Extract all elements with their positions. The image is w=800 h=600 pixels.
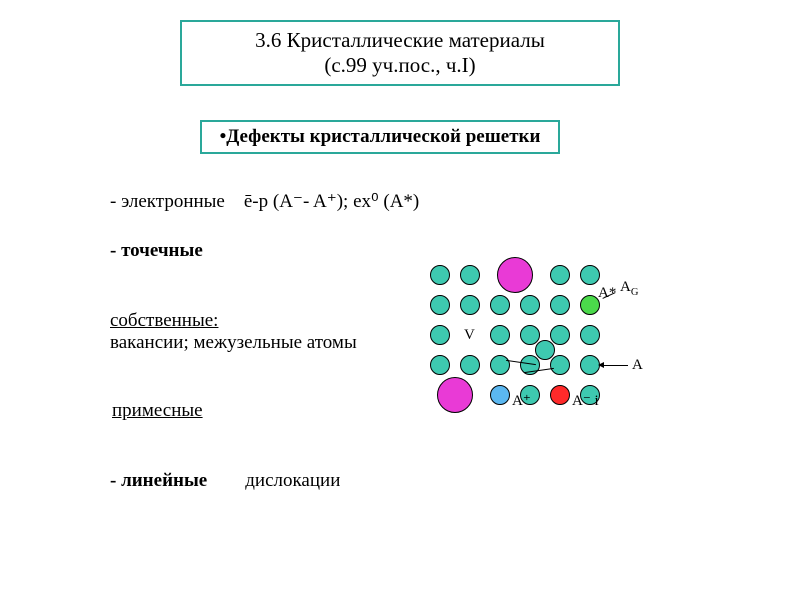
label-a-plus: A⁺ <box>512 391 531 410</box>
lattice-atom <box>490 355 510 375</box>
lattice-atom <box>490 325 510 345</box>
electronic-label: - электронные <box>110 191 225 212</box>
lattice-atom <box>430 295 450 315</box>
lattice-atom <box>520 295 540 315</box>
point-line: - точечные <box>110 240 203 262</box>
lattice-atom <box>550 325 570 345</box>
lattice-atom <box>550 265 570 285</box>
intrinsic-label: собственные: <box>110 310 218 331</box>
label-a-minus-i: A⁻ i <box>572 391 599 410</box>
linear-line: - линейные дислокации <box>110 470 340 492</box>
label-a: A <box>632 357 643 374</box>
impurity-atom-big <box>437 377 473 413</box>
gas-atom <box>580 295 600 315</box>
interstitial-atom <box>535 340 555 360</box>
impurity-label: примесные <box>112 400 203 421</box>
title-line2: (с.99 уч.пос., ч.I) <box>324 53 475 77</box>
lattice-atom <box>550 295 570 315</box>
lattice-atom <box>460 295 480 315</box>
lattice-atom <box>580 265 600 285</box>
label-vacancy: V <box>464 327 475 344</box>
title-line1: 3.6 Кристаллические материалы <box>255 28 545 52</box>
lattice-atom <box>580 355 600 375</box>
lattice-diagram: VAA⁺A⁻ iA*AG <box>420 260 680 450</box>
title-box: 3.6 Кристаллические материалы (с.99 уч.п… <box>180 20 620 86</box>
impurity-atom-big <box>497 257 533 293</box>
linear-label: - линейные <box>110 470 207 491</box>
lattice-atom <box>460 265 480 285</box>
lattice-atom <box>490 295 510 315</box>
impurity-line: примесные <box>112 400 203 422</box>
lattice-atom <box>550 355 570 375</box>
arrow-from-a <box>600 365 628 366</box>
lattice-atom <box>430 355 450 375</box>
point-label: - точечные <box>110 240 203 261</box>
lattice-atom <box>430 265 450 285</box>
linear-desc: дислокации <box>245 470 340 491</box>
electronic-formula: ē-p (A⁻- A⁺); ex⁰ (A*) <box>244 191 419 212</box>
label-a-g: AG <box>620 279 638 298</box>
subheader-box: •Дефекты кристаллической решетки <box>200 120 560 154</box>
positive-ion-atom <box>490 385 510 405</box>
arrowhead-icon <box>598 362 604 368</box>
lattice-atom <box>580 325 600 345</box>
intrinsic-line: собственные: вакансии; межузельные атомы <box>110 310 357 354</box>
intrinsic-desc: вакансии; межузельные атомы <box>110 332 357 353</box>
lattice-atom <box>460 355 480 375</box>
negative-ion-atom <box>550 385 570 405</box>
subheader-text: •Дефекты кристаллической решетки <box>220 126 541 147</box>
electronic-line: - электронные ē-p (A⁻- A⁺); ex⁰ (A*) <box>110 190 419 213</box>
lattice-atom <box>430 325 450 345</box>
